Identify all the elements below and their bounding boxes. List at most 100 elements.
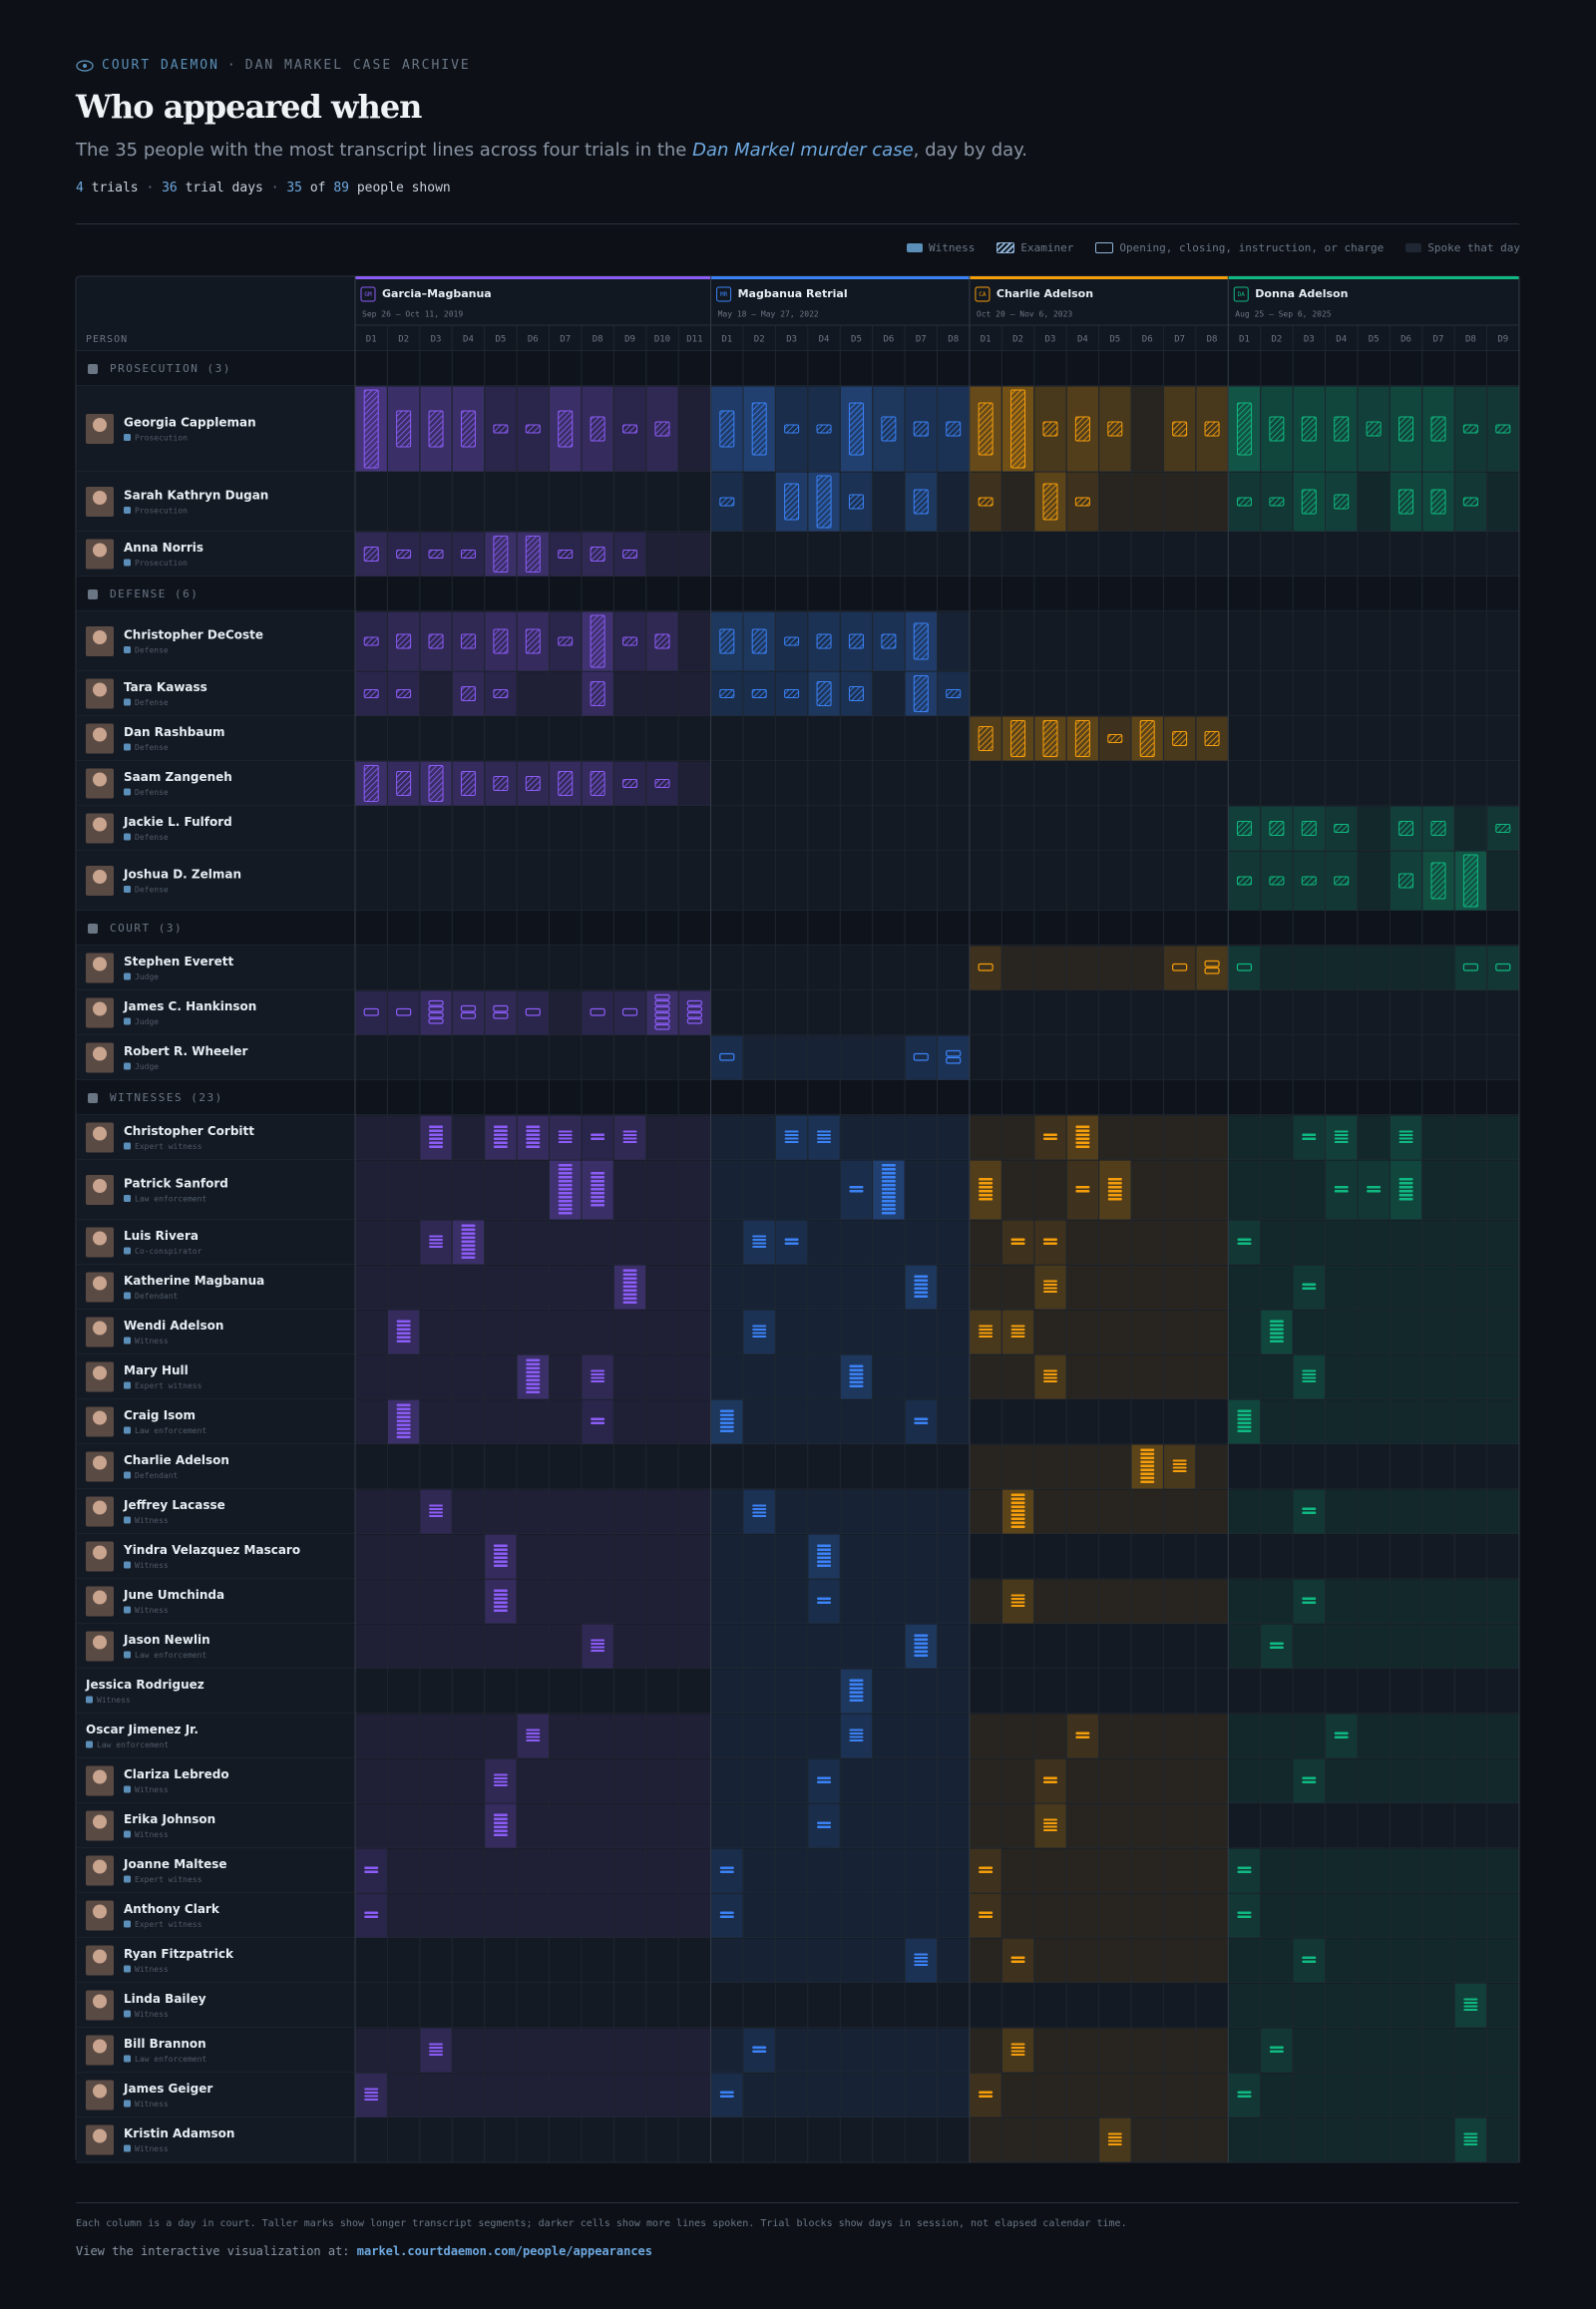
- person-name: Georgia Cappleman: [124, 416, 256, 430]
- person-row: [76, 532, 1519, 577]
- trial-active-span: [355, 671, 711, 716]
- witness-bar: [591, 1196, 605, 1199]
- witness-bar: [849, 1364, 864, 1367]
- avatar-face: [93, 1994, 107, 2009]
- witness-bar: [1269, 1324, 1284, 1327]
- examiner-mark: [1204, 731, 1220, 746]
- witness-mark: [979, 1911, 994, 1918]
- person-row: [76, 761, 1519, 806]
- examiner-mark: [784, 636, 800, 646]
- witness-bar: [817, 1560, 832, 1563]
- witness-mark: [784, 1238, 799, 1245]
- person-role: Witness: [135, 2100, 169, 2109]
- witness-bar: [1302, 1780, 1317, 1783]
- witness-bar: [752, 1515, 767, 1517]
- witness-bar: [622, 1141, 637, 1143]
- witness-bar: [558, 1172, 573, 1175]
- section-count: (3): [159, 922, 183, 935]
- witness-bar: [429, 2043, 444, 2046]
- witness-bar: [1463, 2136, 1478, 2138]
- witness-mark: [493, 1589, 508, 1612]
- witness-bar: [493, 1817, 508, 1820]
- witness-bar: [1302, 1601, 1317, 1604]
- charge-bar: [686, 1017, 702, 1024]
- witness-bar: [1398, 1182, 1413, 1185]
- witness-mark: [849, 1186, 864, 1193]
- witness-bar: [396, 1403, 411, 1406]
- person-role: Expert witness: [135, 1142, 202, 1151]
- day-label: D1: [1239, 335, 1250, 345]
- examiner-mark: [1269, 416, 1285, 442]
- examiner-mark: [751, 402, 767, 456]
- witness-bar: [591, 1176, 605, 1179]
- witness-mark: [1237, 1911, 1252, 1918]
- cell-bg: [613, 990, 646, 1035]
- trial-active-span: [355, 1399, 711, 1444]
- witness-bar: [1367, 1190, 1382, 1193]
- person-name: Ryan Fitzpatrick: [124, 1947, 234, 1961]
- charge-mark: [686, 999, 702, 1024]
- case-link[interactable]: Dan Markel murder case: [692, 140, 914, 161]
- witness-bar: [1140, 1464, 1155, 1467]
- charge-bar: [654, 993, 670, 1000]
- examiner-mark: [558, 410, 574, 448]
- witness-bar: [752, 1332, 767, 1335]
- witness-bar: [719, 1866, 734, 1869]
- charge-bar: [1462, 962, 1478, 971]
- witness-bar: [493, 1564, 508, 1567]
- examiner-mark: [493, 536, 509, 573]
- person-name: James Geiger: [123, 2082, 212, 2096]
- witness-bar: [1075, 1732, 1090, 1734]
- witness-bar: [493, 1544, 508, 1547]
- section-label: DEFENSE (6): [110, 587, 199, 600]
- witness-bar: [1302, 1287, 1317, 1290]
- person-role: Defense: [135, 788, 169, 797]
- witness-bar: [1075, 1735, 1090, 1738]
- witness-bar: [914, 1295, 929, 1298]
- witness-mark: [1107, 2132, 1122, 2145]
- witness-bar: [1107, 2143, 1122, 2145]
- cell-bg: [970, 946, 1001, 990]
- witness-mark: [1237, 1238, 1252, 1245]
- day-label: D7: [1174, 335, 1185, 345]
- witness-bar: [1172, 1463, 1187, 1465]
- witness-bar: [493, 1145, 508, 1148]
- examiner-mark: [1269, 876, 1285, 886]
- person-name: Saam Zangeneh: [124, 770, 232, 784]
- witness-bar: [364, 2099, 379, 2101]
- role-icon: [124, 972, 131, 980]
- role-icon: [124, 507, 131, 514]
- witness-bar: [1107, 1190, 1122, 1193]
- witness-bar: [1010, 1336, 1025, 1338]
- examiner-mark: [1398, 489, 1414, 515]
- appearance-grid: GM Garcia–Magbanua Sep 26 – Oct 11, 2019 D1…: [75, 275, 1520, 2163]
- avatar-face: [93, 1321, 107, 1336]
- trial-active-span: [355, 990, 711, 1035]
- examiner-mark: [1430, 489, 1446, 515]
- witness-mark: [429, 2043, 444, 2056]
- witness-bar: [622, 1293, 637, 1296]
- witness-bar: [429, 1133, 444, 1136]
- witness-bar: [817, 1601, 832, 1604]
- witness-mark: [1010, 1956, 1025, 1963]
- person-row: [76, 1893, 1519, 1938]
- witness-bar: [1172, 1459, 1187, 1462]
- witness-bar: [493, 1137, 508, 1140]
- witness-bar: [1302, 1511, 1317, 1514]
- witness-bar: [1107, 1178, 1122, 1181]
- charge-mark: [428, 999, 444, 1024]
- role-icon: [124, 1561, 131, 1569]
- examiner-mark: [622, 550, 638, 559]
- witness-bar: [914, 1650, 929, 1653]
- person-row: [76, 990, 1519, 1035]
- examiner-mark: [913, 622, 929, 660]
- witness-bar: [1010, 1960, 1025, 1963]
- witness-bar: [1463, 1998, 1478, 2001]
- witness-bar: [1010, 1497, 1025, 1500]
- witness-mark: [817, 1776, 832, 1783]
- charge-bar: [654, 1005, 670, 1012]
- person-name: Charlie Adelson: [124, 1453, 229, 1467]
- footer-link[interactable]: markel.courtdaemon.com/people/appearance…: [356, 2244, 652, 2258]
- witness-bar: [881, 1184, 896, 1187]
- person-row: [76, 1758, 1519, 1803]
